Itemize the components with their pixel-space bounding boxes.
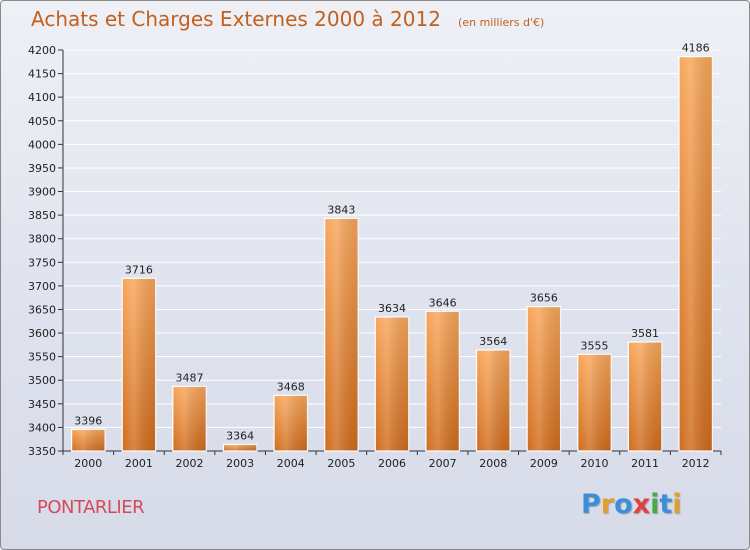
bar-shine — [375, 317, 409, 451]
x-tick-label: 2009 — [530, 457, 558, 470]
bar-value-label: 3656 — [530, 292, 558, 305]
y-tick-label: 3900 — [28, 186, 56, 199]
y-tick-label: 4200 — [28, 44, 56, 57]
bar-value-label: 3468 — [277, 380, 305, 393]
y-tick-label: 4150 — [28, 68, 56, 81]
y-tick-label: 3500 — [28, 374, 56, 387]
y-tick-label: 3800 — [28, 233, 56, 246]
logo-letter: r — [600, 489, 615, 520]
logo-letter: t — [659, 489, 673, 520]
bar-shine — [172, 386, 207, 451]
x-tick-label: 2010 — [580, 457, 608, 470]
commune-name: PONTARLIER — [37, 497, 145, 518]
y-tick-label: 4000 — [28, 138, 56, 151]
bar-value-label: 3396 — [74, 414, 102, 427]
x-tick-label: 2008 — [479, 457, 507, 470]
x-tick-label: 2007 — [429, 457, 457, 470]
chart-title: Achats et Charges Externes 2000 à 2012 — [31, 7, 441, 31]
y-tick-label: 4100 — [28, 91, 56, 104]
bar-shine — [274, 395, 308, 451]
bar-shine — [425, 311, 460, 451]
bar-value-label: 3555 — [580, 339, 608, 352]
y-tick-label: 3700 — [28, 280, 56, 293]
y-tick-label: 3550 — [28, 351, 56, 364]
bar-value-label: 3564 — [479, 335, 507, 348]
bar-value-label: 3843 — [327, 203, 355, 216]
x-tick-label: 2002 — [176, 457, 204, 470]
y-tick-label: 3350 — [28, 445, 56, 458]
x-tick-label: 2006 — [378, 457, 406, 470]
bar-value-label: 4186 — [682, 42, 710, 55]
x-tick-label: 2004 — [277, 457, 305, 470]
bar-shine — [577, 354, 612, 451]
logo-letter: o — [614, 489, 633, 520]
bar-value-label: 3487 — [176, 371, 204, 384]
bar-value-label: 3634 — [378, 302, 406, 315]
y-tick-label: 4050 — [28, 115, 56, 128]
x-tick-label: 2003 — [226, 457, 254, 470]
y-tick-label: 3600 — [28, 327, 56, 340]
proxiti-logo: Proxiti — [581, 489, 682, 520]
title-row: Achats et Charges Externes 2000 à 2012 (… — [31, 7, 544, 31]
x-tick-label: 2005 — [327, 457, 355, 470]
bar-shine — [223, 444, 257, 451]
bar-shine — [678, 56, 713, 451]
x-tick-label: 2011 — [631, 457, 659, 470]
bar-shine — [628, 342, 662, 451]
labels: 3350 3400 3450 3500 3550 3600 3650 3700 3750 3800… — [28, 42, 710, 470]
bar-shine — [527, 306, 561, 451]
logo-letter: x — [632, 489, 651, 520]
bar-shine — [324, 218, 359, 451]
x-tick-label: 2001 — [125, 457, 153, 470]
y-tick-label: 3950 — [28, 162, 56, 175]
y-tick-label: 3400 — [28, 421, 56, 434]
logo-letter: P — [581, 489, 601, 520]
bar-shine — [476, 350, 510, 451]
bar-value-label: 3364 — [226, 429, 254, 442]
y-tick-label: 3850 — [28, 209, 56, 222]
logo-letter: i — [650, 489, 660, 520]
bar-shine — [71, 429, 106, 451]
chart-subtitle: (en milliers d'€) — [458, 16, 545, 29]
bar-value-label: 3581 — [631, 327, 659, 340]
bars — [71, 56, 713, 452]
y-tick-label: 3650 — [28, 303, 56, 316]
bar-value-label: 3716 — [125, 263, 153, 276]
bar-shine — [122, 278, 156, 451]
y-tick-label: 3750 — [28, 256, 56, 269]
y-tick-label: 3450 — [28, 398, 56, 411]
x-tick-label: 2012 — [682, 457, 710, 470]
logo-letter: i — [672, 489, 682, 520]
bar-value-label: 3646 — [429, 296, 457, 309]
x-tick-label: 2000 — [74, 457, 102, 470]
